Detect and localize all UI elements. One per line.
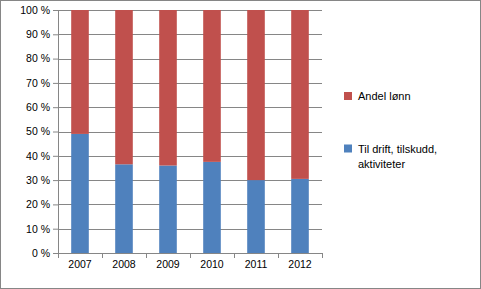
separator [146, 253, 147, 258]
tick-mark [53, 83, 58, 84]
separator [278, 253, 279, 258]
legend-item: Andel lønn [344, 90, 411, 102]
bar [71, 10, 89, 134]
tick: 90 % [26, 28, 58, 40]
axis-line [53, 11, 59, 254]
tick-label: 40 % [26, 150, 50, 162]
grid-line [58, 83, 322, 84]
grid-line [58, 107, 322, 108]
tick-label: 2007 [68, 258, 92, 270]
grid-line [58, 180, 322, 181]
tick: 2007 [68, 253, 92, 270]
x-axis: 2007 2008 2009 2010 2011 2012 [59, 253, 323, 270]
chart: 0 % 10 % 20 % 30 % 40 % 50 % 60 % 70 % 80 % 90 % 1… [0, 0, 481, 289]
legend-swatch [344, 92, 352, 100]
series [71, 10, 309, 180]
grid-line [58, 229, 322, 230]
tick-mark [53, 229, 58, 230]
tick-mark [53, 204, 58, 205]
tick: 20 % [26, 198, 58, 210]
tick-mark [53, 107, 58, 108]
tick: 80 % [26, 52, 58, 64]
separator [190, 253, 191, 258]
bars [71, 10, 309, 253]
tick-label: 20 % [26, 198, 50, 210]
grid-line [58, 34, 322, 35]
separator [102, 253, 103, 258]
bar [115, 164, 133, 253]
separator [58, 253, 59, 258]
bar [159, 10, 177, 166]
bar [247, 180, 265, 253]
tick-mark [53, 34, 58, 35]
tick: 2011 [245, 253, 268, 270]
y-axis: 0 % 10 % 20 % 30 % 40 % 50 % 60 % 70 % 80 % 90 % 1… [20, 4, 58, 259]
legend-swatch [344, 145, 352, 153]
separator [234, 253, 235, 258]
tick-label: 2010 [200, 258, 224, 270]
bar [203, 162, 221, 253]
bar [71, 134, 89, 253]
tick: 40 % [26, 150, 58, 162]
tick: 30 % [26, 174, 58, 186]
tick-label: 60 % [26, 101, 50, 113]
tick-label: 2012 [288, 258, 312, 270]
tick: 2012 [288, 253, 312, 270]
tick: 0 % [32, 247, 58, 259]
tick-label: 10 % [26, 223, 50, 235]
legend-item: Til drift, tilskudd, aktiviteter [344, 143, 440, 170]
bar [291, 10, 309, 179]
legend-label: Andel lønn [358, 90, 411, 102]
series [71, 134, 309, 253]
tick-mark [53, 10, 58, 11]
tick-label: 90 % [26, 28, 50, 40]
tick: 10 % [26, 223, 58, 235]
tick: 70 % [26, 77, 58, 89]
tick-label: 70 % [26, 77, 50, 89]
category-separators [59, 253, 323, 258]
tick-label: 80 % [26, 52, 50, 64]
bar [291, 179, 309, 253]
bar [247, 10, 265, 180]
legend: Andel lønn Til drift, tilskudd, aktivitet… [344, 90, 440, 170]
tick-label: 2011 [245, 258, 268, 270]
tick: 2009 [156, 253, 180, 270]
tick-label: 50 % [26, 125, 50, 137]
legend-label: Til drift, tilskudd, aktiviteter [358, 143, 440, 170]
chart-border [1, 1, 481, 289]
bar [115, 10, 133, 164]
tick: 50 % [26, 125, 58, 137]
tick-mark [53, 156, 58, 157]
plot: 0 % 10 % 20 % 30 % 40 % 50 % 60 % 70 % 80 % 90 % 1… [20, 4, 322, 271]
tick: 2010 [200, 253, 224, 270]
tick-label: 30 % [26, 174, 50, 186]
grid [58, 11, 322, 254]
separator [322, 253, 323, 258]
tick: 2008 [112, 253, 136, 270]
tick-label: 100 % [20, 4, 50, 16]
bar [159, 166, 177, 253]
tick-label: 0 % [32, 247, 50, 259]
grid-line [58, 59, 322, 60]
tick-label: 2008 [112, 258, 136, 270]
tick-mark [53, 180, 58, 181]
tick: 60 % [26, 101, 58, 113]
tick-label: 2009 [156, 258, 180, 270]
grid-line [58, 10, 322, 11]
bar [203, 10, 221, 162]
tick: 100 % [20, 4, 58, 16]
grid-line [58, 204, 322, 205]
tick-mark [53, 132, 58, 133]
tick-mark [53, 253, 58, 254]
grid-line [58, 156, 322, 157]
grid-line [58, 132, 322, 133]
tick-mark [53, 59, 58, 60]
